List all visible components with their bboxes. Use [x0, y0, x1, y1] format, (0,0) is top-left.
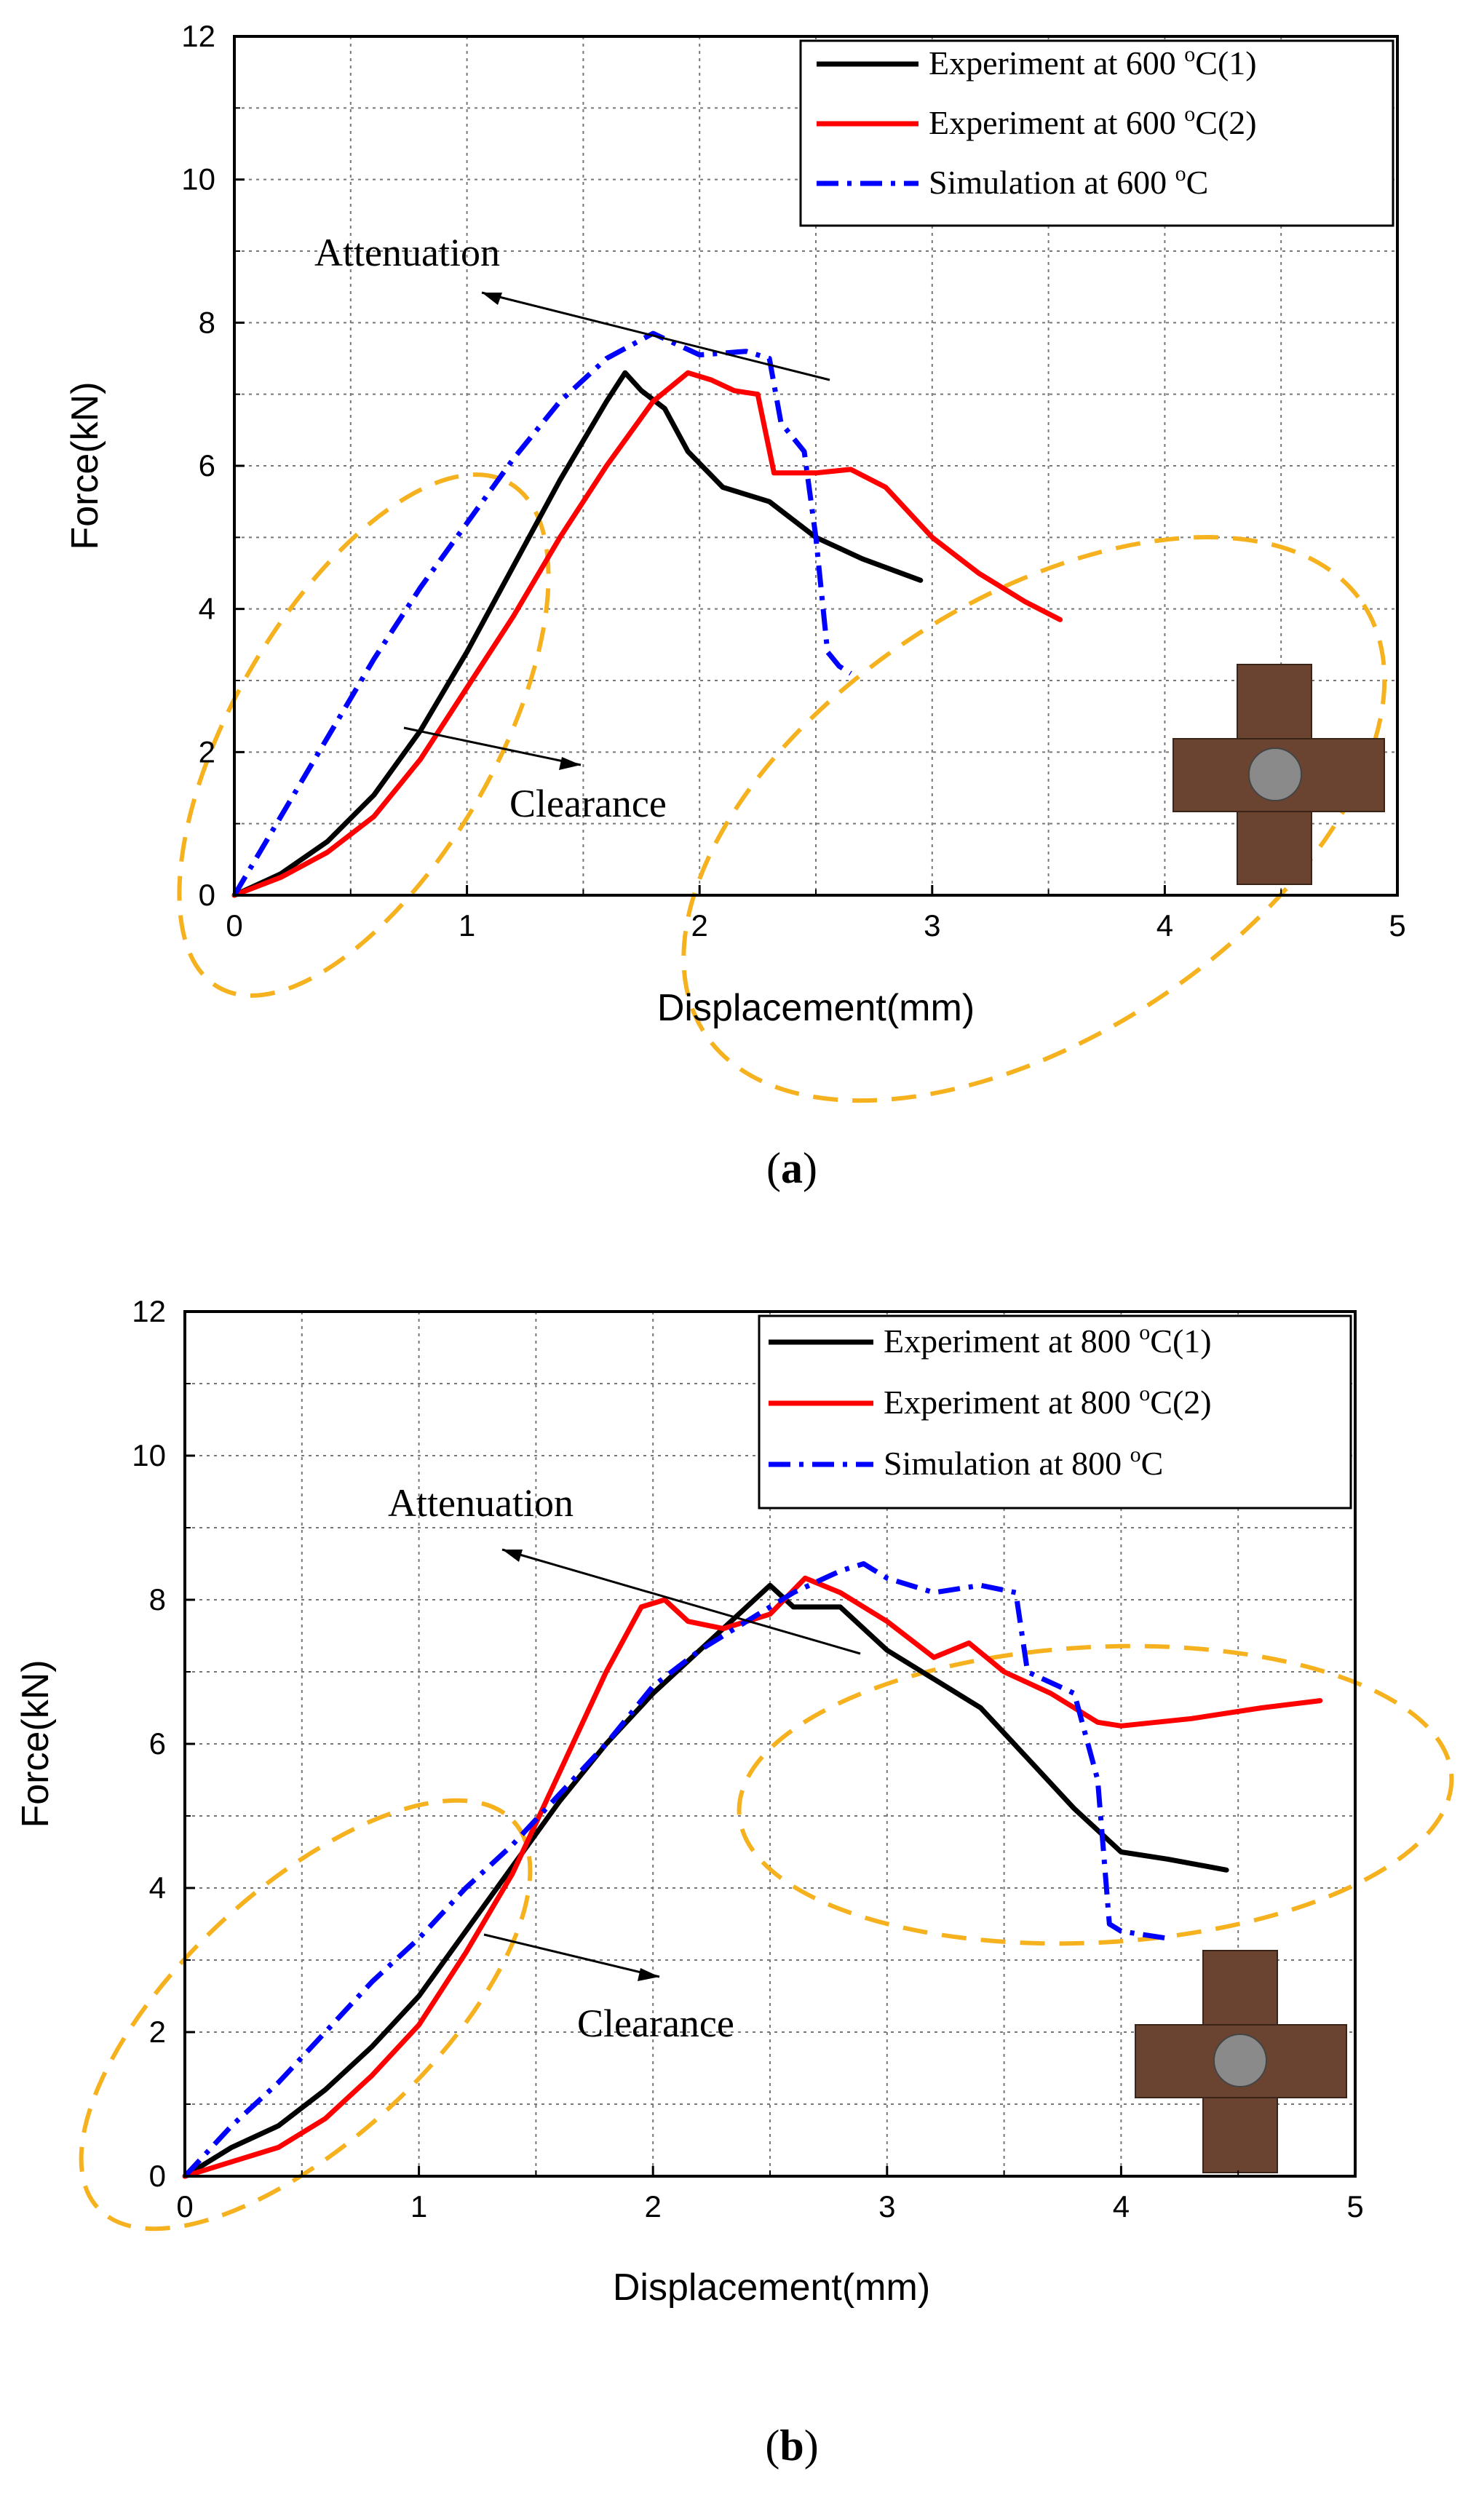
x-tick-label: 2: [691, 908, 708, 943]
specimen-cross-icon: [1135, 1950, 1347, 2173]
y-tick-label: 4: [199, 592, 215, 626]
legend-box: [799, 39, 1394, 227]
series-line-1: [231, 370, 924, 898]
x-tick-label: 4: [1156, 908, 1173, 943]
series-line-3: [231, 330, 852, 897]
clearance-arrowhead: [559, 757, 581, 770]
y-tick-label: 6: [149, 1726, 166, 1761]
legend-label-3: Simulation at 600 oC: [929, 162, 1208, 201]
y-tick-label: 10: [132, 1438, 166, 1472]
y-tick-label: 12: [181, 19, 215, 53]
x-tick-label: 3: [924, 908, 940, 943]
attenuation-arrowhead: [502, 1550, 523, 1562]
series-line-3: [183, 1561, 1169, 2178]
y-tick-label: 4: [149, 1871, 166, 1905]
highlight-ellipse-peak: [737, 1643, 1454, 1946]
legend-label-1: Experiment at 800 oC(1): [884, 1320, 1212, 1360]
legend-label-3: Simulation at 800 oC: [884, 1443, 1163, 1482]
y-tick-label: 6: [199, 448, 215, 483]
series-line-2: [231, 370, 1063, 898]
clearance-arrow: [483, 1933, 660, 1978]
highlight-ellipse-clearance: [177, 472, 551, 998]
x-tick-label: 1: [459, 908, 475, 943]
x-tick-label: 2: [645, 2189, 662, 2224]
legend-label-2: Experiment at 600 oC(2): [929, 102, 1257, 141]
x-tick-label: 4: [1113, 2189, 1130, 2224]
panel-label-a: (a): [766, 1144, 817, 1192]
x-tick-label: 1: [410, 2189, 427, 2224]
annotation-clearance: Clearance: [509, 782, 667, 825]
annotation-attenuation: Attenuation: [388, 1481, 574, 1525]
y-tick-label: 8: [149, 1582, 166, 1617]
y-axis-title: Force(kN): [15, 1659, 57, 1828]
y-axis-title: Force(kN): [64, 381, 106, 550]
y-tick-label: 0: [149, 2159, 166, 2193]
x-tick-label: 5: [1346, 2189, 1363, 2224]
highlight-ellipse-peak: [681, 535, 1387, 1103]
legend-label-2: Experiment at 800 oC(2): [884, 1381, 1212, 1421]
clearance-arrowhead: [638, 1968, 659, 1981]
x-tick-label: 0: [226, 908, 242, 943]
attenuation-arrowhead: [482, 293, 502, 305]
y-tick-label: 10: [181, 162, 215, 197]
specimen-cross-icon: [1172, 664, 1385, 885]
x-tick-label: 5: [1389, 908, 1405, 943]
y-tick-label: 8: [199, 305, 215, 339]
y-tick-label: 0: [199, 878, 215, 912]
attenuation-arrow: [501, 1548, 861, 1655]
series-group: [231, 330, 1063, 898]
annotation-attenuation: Attenuation: [314, 231, 500, 274]
legend-label-1: Experiment at 600 oC(1): [929, 42, 1257, 82]
legend-box: [758, 1314, 1352, 1510]
x-tick-label: 0: [176, 2189, 193, 2224]
clearance-arrow: [403, 726, 582, 766]
x-axis-title: Displacement(mm): [657, 987, 975, 1029]
y-tick-label: 12: [132, 1294, 166, 1328]
y-tick-label: 2: [199, 734, 215, 769]
legend: Experiment at 800 oC(1) Experiment at 800…: [758, 1314, 1352, 1510]
highlight-ellipse-clearance: [79, 1798, 533, 2232]
attenuation-arrow: [481, 291, 830, 381]
panel-label-b: (b): [765, 2421, 818, 2470]
annotation-clearance: Clearance: [577, 2002, 734, 2045]
series-group: [182, 1561, 1323, 2179]
y-tick-label: 2: [149, 2015, 166, 2049]
legend: Experiment at 600 oC(1) Experiment at 600…: [799, 39, 1394, 227]
x-tick-label: 3: [878, 2189, 895, 2224]
x-axis-title: Displacement(mm): [613, 2266, 930, 2309]
